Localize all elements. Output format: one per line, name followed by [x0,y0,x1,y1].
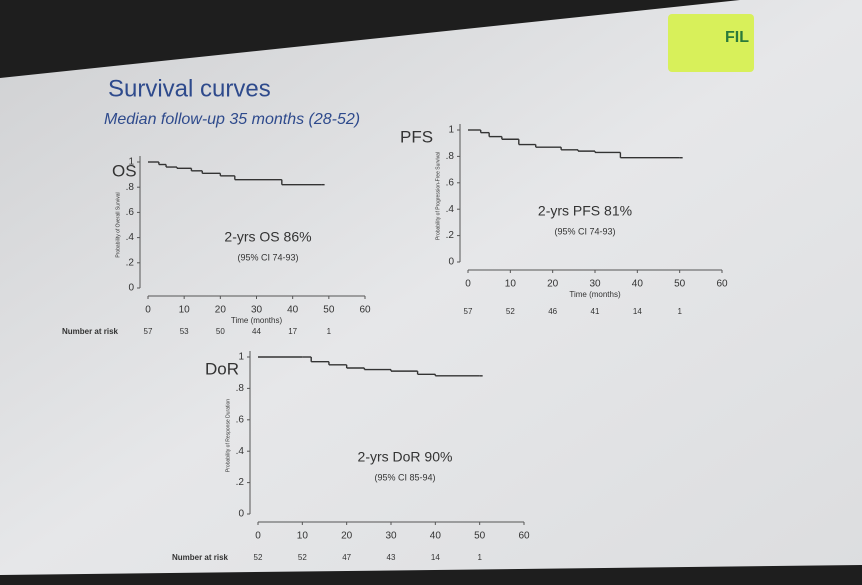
at-risk-label: Number at risk [62,327,119,336]
y-tick-label: .2 [126,257,135,268]
x-tick-label: 30 [251,305,263,316]
at-risk-value: 17 [288,327,297,336]
at-risk-value: 14 [431,553,440,562]
slide-subtitle: Median follow-up 35 months (28-52) [104,111,360,128]
at-risk-value: 1 [477,553,482,562]
y-tick-label: 1 [238,352,244,363]
x-tick-label: 40 [632,279,644,290]
y-tick-label: 0 [238,509,244,520]
y-tick-label: .6 [446,177,455,188]
at-risk-value: 53 [180,327,189,336]
y-tick-label: 1 [128,157,134,168]
x-tick-label: 50 [474,531,486,542]
y-tick-label: 1 [448,125,454,136]
y-tick-label: .4 [236,446,245,457]
y-tick-label: .8 [446,151,455,162]
logo-text: FIL [725,29,749,46]
x-tick-label: 20 [341,531,353,542]
annotation: 2-yrs DoR 90% [358,449,453,465]
at-risk-label: Number at risk [172,553,229,562]
annotation-ci: (95% CI 74-93) [237,252,298,262]
at-risk-value: 41 [591,307,600,316]
y-tick-label: .2 [446,230,455,241]
x-tick-label: 0 [465,279,471,290]
y-tick-label: .6 [126,207,135,218]
at-risk-value: 1 [677,307,682,316]
at-risk-value: 52 [506,307,515,316]
x-tick-label: 10 [297,531,309,542]
chart-title: DoR [205,359,239,378]
annotation: 2-yrs PFS 81% [538,203,632,219]
at-risk-value: 57 [144,327,153,336]
at-risk-value: 52 [254,553,263,562]
x-tick-label: 50 [674,279,686,290]
at-risk-value: 52 [298,553,307,562]
at-risk-value: 47 [342,553,351,562]
y-tick-label: 0 [128,283,134,294]
y-axis-label: Probability of Progression-Free Survival [435,152,441,240]
logo [668,14,754,72]
at-risk-value: 43 [387,553,396,562]
slide-title: Survival curves [108,75,271,102]
x-tick-label: 50 [323,305,335,316]
at-risk-value: 44 [252,327,261,336]
y-tick-label: .6 [236,414,245,425]
y-tick-label: .4 [446,204,455,215]
x-tick-label: 40 [430,531,442,542]
x-axis-label: Time (months) [231,316,283,325]
y-tick-label: .8 [236,383,245,394]
y-tick-label: .2 [236,477,245,488]
chart-title: OS [112,161,137,180]
x-tick-label: 60 [716,279,728,290]
y-tick-label: .8 [126,182,135,193]
annotation-ci: (95% CI 85-94) [374,472,435,482]
at-risk-value: 57 [464,307,473,316]
annotation-ci: (95% CI 74-93) [554,226,615,236]
at-risk-value: 1 [327,327,332,336]
x-tick-label: 10 [179,305,191,316]
x-tick-label: 60 [518,531,530,542]
x-tick-label: 30 [589,279,601,290]
x-tick-label: 20 [547,279,559,290]
at-risk-value: 50 [216,327,225,336]
at-risk-value: 14 [633,307,642,316]
x-tick-label: 10 [505,279,517,290]
annotation: 2-yrs OS 86% [224,229,311,245]
at-risk-value: 46 [548,307,557,316]
x-tick-label: 0 [255,531,261,542]
chart-title: PFS [400,127,433,146]
x-tick-label: 20 [215,305,227,316]
x-tick-label: 30 [385,531,397,542]
x-tick-label: 40 [287,305,299,316]
y-tick-label: 0 [448,257,454,268]
y-axis-label: Probability of Overall Survival [115,192,121,257]
y-tick-label: .4 [126,232,135,243]
x-axis-label: Time (months) [569,290,621,299]
x-tick-label: 0 [145,305,151,316]
x-tick-label: 60 [359,305,371,316]
y-axis-label: Probability of Response Duration [225,399,231,472]
